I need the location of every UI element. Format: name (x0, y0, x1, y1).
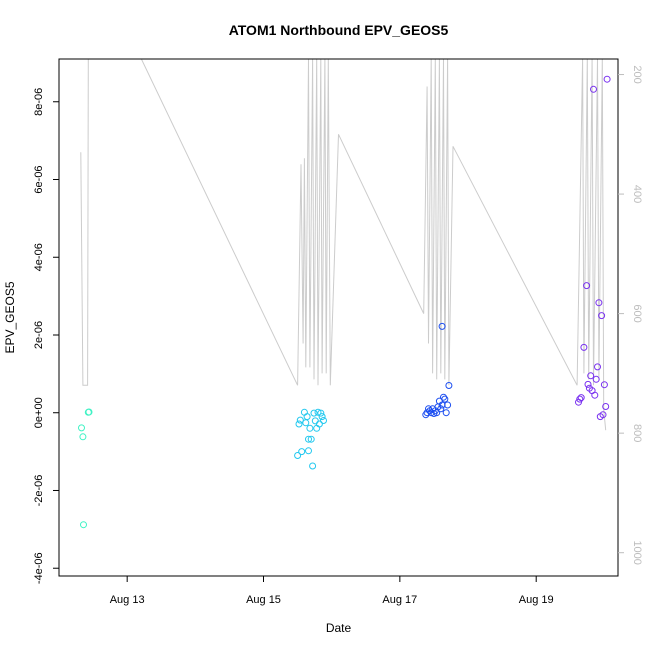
chart-title: ATOM1 Northbound EPV_GEOS5 (229, 22, 449, 38)
y-tick-label: -2e-06 (33, 475, 45, 507)
data-point (305, 435, 312, 443)
data-point (594, 363, 601, 371)
data-point (296, 416, 304, 424)
data-point (587, 372, 595, 380)
right-tick-label: 1000 (631, 540, 643, 564)
data-point (294, 452, 302, 459)
right-tick-label: 400 (631, 185, 643, 203)
data-point (85, 408, 93, 416)
data-point (80, 521, 87, 529)
right-tick-label: 800 (631, 424, 643, 442)
data-point (317, 409, 325, 417)
pressure-line (80, 59, 607, 431)
data-point (314, 408, 322, 416)
data-point (78, 424, 85, 432)
y-tick-label: 6e-06 (33, 165, 45, 193)
data-point (577, 394, 585, 402)
x-axis-label: Date (326, 621, 352, 635)
plot-frame (58, 58, 619, 577)
y-axis-label: EPV_GEOS5 (3, 281, 17, 353)
data-point (576, 395, 584, 403)
data-point (444, 401, 452, 409)
data-point (310, 409, 318, 417)
right-tick-label: 200 (631, 65, 643, 83)
x-tick-label: Aug 15 (246, 594, 281, 606)
data-point (303, 413, 311, 421)
data-point (440, 393, 447, 401)
data-point (590, 85, 597, 93)
y-tick-label: 8e-06 (33, 88, 45, 116)
x-tick-label: Aug 13 (110, 594, 145, 606)
data-point (599, 411, 607, 419)
data-point (580, 343, 588, 351)
data-point (595, 299, 603, 307)
data-point (306, 424, 314, 432)
data-point (442, 409, 450, 417)
data-point (315, 420, 323, 428)
x-tick-label: Aug 19 (519, 594, 554, 606)
data-point (441, 395, 449, 403)
data-point (603, 75, 611, 83)
y-axis: -4e-06 -2e-06 0e+00 2e-06 4e-06 6e-06 8e-06 (33, 88, 59, 584)
data-point (445, 382, 453, 389)
pressure-line-layer (80, 59, 607, 431)
data-point (295, 420, 303, 428)
data-point (320, 417, 327, 424)
data-point (311, 417, 319, 425)
data-point (598, 312, 606, 320)
y-tick-label: 2e-06 (33, 321, 45, 349)
y-tick-label: 0e+00 (33, 397, 45, 428)
data-points-layer (78, 75, 611, 639)
data-point (592, 375, 600, 383)
y-tick-label: 4e-06 (33, 243, 45, 271)
data-point (438, 322, 446, 330)
data-point (602, 403, 610, 410)
data-point (318, 413, 326, 421)
data-point (305, 447, 312, 455)
data-point (591, 391, 599, 399)
right-tick-label: 600 (631, 304, 643, 322)
data-point (584, 380, 592, 388)
right-pressure-axis: 200 400 600 800 1000 (618, 65, 643, 565)
data-point (583, 282, 591, 290)
data-point (79, 433, 87, 441)
data-point (307, 435, 315, 443)
x-tick-label: Aug 17 (382, 594, 417, 606)
data-point (309, 462, 317, 470)
data-point (437, 405, 445, 413)
data-point (298, 448, 306, 456)
data-point (299, 633, 305, 639)
y-tick-label: -4e-06 (33, 552, 45, 584)
data-point (302, 419, 310, 427)
data-point (600, 381, 608, 389)
